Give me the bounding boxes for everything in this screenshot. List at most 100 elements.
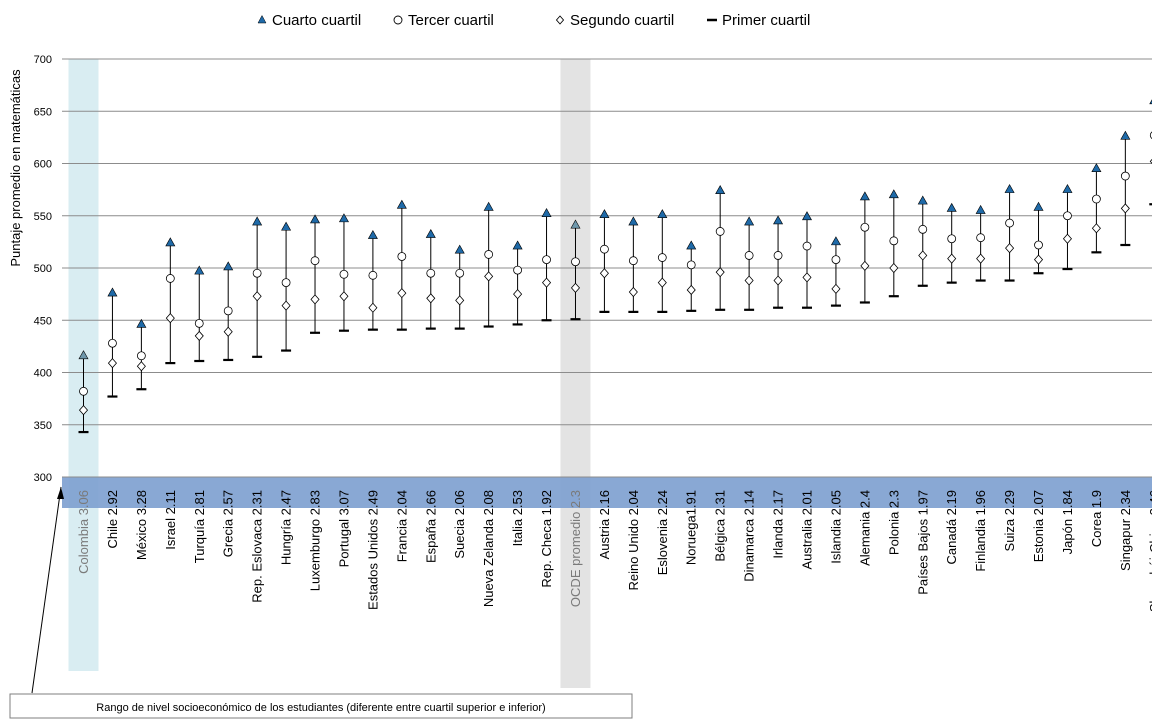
y-tick-label: 550 [34,211,52,223]
category-label: Países Bajos 1.97 [915,490,930,595]
tercer-cuartil-marker [803,242,811,250]
cuarto-cuartil-marker [600,210,609,218]
cuarto-cuartil-marker [1121,131,1130,139]
category-label: Irlanda 2.17 [771,490,786,559]
segundo-cuartil-marker [948,254,956,263]
quartile-ranges [79,96,1152,432]
tercer-cuartil-marker [1035,241,1043,249]
segundo-cuartil-marker [861,261,869,270]
cuarto-cuartil-marker [542,209,551,217]
legend-triangle-marker [258,16,266,24]
y-tick-label: 650 [34,106,52,118]
cuarto-cuartil-marker [1034,202,1043,210]
tercer-cuartil-marker [311,257,319,265]
y-tick-label: 600 [34,159,52,171]
cuarto-cuartil-marker [860,192,869,200]
segundo-cuartil-marker [1063,234,1071,243]
cuarto-cuartil-marker [195,266,204,274]
segundo-cuartil-marker [803,273,811,282]
cuarto-cuartil-marker [918,196,927,204]
legend-item: Cuarto cuartil [258,12,361,29]
category-label: Japón 1.84 [1060,490,1075,554]
segundo-cuartil-marker [745,276,753,285]
segundo-cuartil-marker [1006,244,1014,253]
tercer-cuartil-marker [340,270,348,278]
tercer-cuartil-marker [398,253,406,261]
tercer-cuartil-marker [977,234,985,242]
segundo-cuartil-marker [311,295,319,304]
category-label: Suecia 2.06 [452,490,467,559]
legend-item: Tercer cuartil [394,12,494,29]
tercer-cuartil-marker [658,254,666,262]
category-label: Finlandia 1.96 [973,490,988,572]
tercer-cuartil-marker [369,271,377,279]
segundo-cuartil-marker [253,292,261,301]
tercer-cuartil-marker [427,269,435,277]
category-label: Francia 2.04 [394,490,409,562]
y-tick-label: 350 [34,420,52,432]
tercer-cuartil-marker [1121,172,1129,180]
category-label: España 2.66 [423,490,438,563]
category-label: Singapur 2.34 [1118,490,1133,571]
tercer-cuartil-marker [890,237,898,245]
tercer-cuartil-marker [1063,212,1071,220]
segundo-cuartil-marker [543,278,551,287]
segundo-cuartil-marker [658,278,666,287]
cuarto-cuartil-marker [1092,164,1101,172]
segundo-cuartil-marker [687,285,695,294]
category-label: Canadá 2.19 [944,490,959,564]
segundo-cuartil-marker [1092,224,1100,233]
segundo-cuartil-marker [1121,204,1129,213]
legend-item: Segundo cuartil [557,12,675,29]
category-label: Luxemburgo 2.83 [308,490,323,591]
category-label: Estonia 2.07 [1031,490,1046,562]
highlight-bands [69,59,591,688]
tercer-cuartil-marker [687,261,695,269]
legend-diamond-marker [557,16,564,24]
annotation-arrow-line [32,487,61,693]
tercer-cuartil-marker [948,235,956,243]
segundo-cuartil-marker [456,296,464,305]
cuarto-cuartil-marker [339,214,348,222]
tercer-cuartil-marker [108,339,116,347]
y-tick-label: 300 [34,472,52,484]
cuarto-cuartil-marker [368,231,377,239]
cuarto-cuartil-marker [1005,185,1014,193]
cuarto-cuartil-marker [108,288,117,296]
legend-label: Primer cuartil [722,12,810,29]
segundo-cuartil-marker [629,288,637,297]
cuarto-cuartil-marker [513,241,522,249]
category-label: Rep. Checa 1.92 [539,490,554,588]
legend-item: Primer cuartil [707,12,810,29]
tercer-cuartil-marker [832,256,840,264]
cuarto-cuartil-marker [831,237,840,245]
category-label: México 3.28 [134,490,149,560]
cuarto-cuartil-marker [282,222,291,230]
category-label: Suiza 2.29 [1002,490,1017,551]
tercer-cuartil-marker [195,319,203,327]
segundo-cuartil-marker [716,268,724,277]
segundo-cuartil-marker [600,269,608,278]
category-label: Reino Unido 2.04 [626,490,641,590]
cuarto-cuartil-marker [658,210,667,218]
tercer-cuartil-marker [774,251,782,259]
segundo-cuartil-marker [919,251,927,260]
segundo-cuartil-marker [977,254,985,263]
y-tick-label: 400 [34,368,52,380]
tercer-cuartil-marker [745,251,753,259]
cuarto-cuartil-marker [426,230,435,238]
tercer-cuartil-marker [514,266,522,274]
cuarto-cuartil-marker [716,186,725,194]
tercer-cuartil-marker [571,258,579,266]
category-label: Israel 2.11 [163,490,178,550]
cuarto-cuartil-marker [224,262,233,270]
segundo-cuartil-marker [398,289,406,298]
category-label: Turquía 2.81 [192,490,207,563]
category-label: Rep. Eslovaca 2.31 [250,490,265,603]
segundo-cuartil-marker [340,292,348,301]
category-label: Austria 2.16 [597,490,612,559]
tercer-cuartil-marker [629,257,637,265]
